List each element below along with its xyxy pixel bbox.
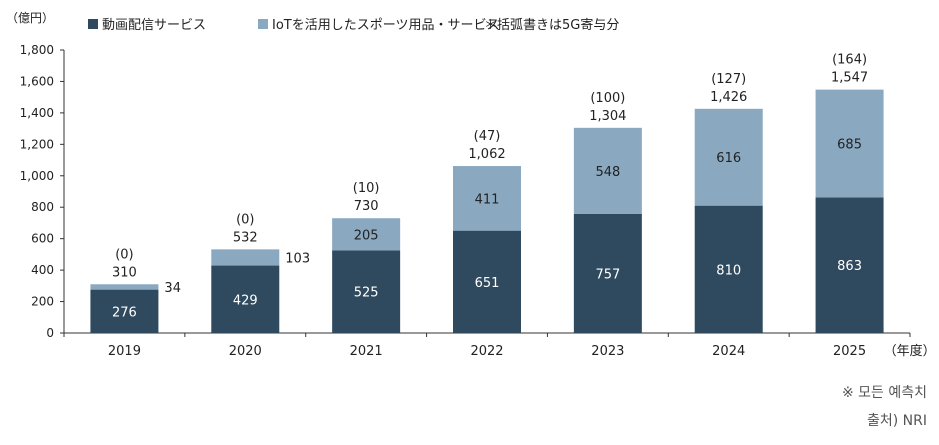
chart-labels: 276 34 310 (0) 429 103 532 (0) 525 205 730 (10) 651 4… — [112, 53, 868, 321]
source-note: 출처) NRI — [866, 413, 927, 429]
legend-label-video-streaming: 動画配信サービス — [102, 18, 206, 33]
chart-bars — [90, 89, 884, 333]
segment-label-iot-sports: 685 — [837, 137, 862, 152]
forecast-note: ※ 모든 예측치 — [841, 385, 927, 401]
bar-total-label: 310 — [112, 265, 137, 280]
segment-label-video-streaming: 863 — [837, 259, 862, 274]
bar-total-label: 730 — [354, 199, 379, 214]
x-unit-label: （年度） — [884, 343, 936, 359]
segment-label-video-streaming: 757 — [595, 267, 620, 282]
bar-segment-iot-sports — [90, 284, 159, 290]
legend-swatch-video-streaming — [88, 19, 98, 29]
segment-label-iot-sports: 616 — [716, 151, 741, 166]
bar-segment-video-streaming — [453, 230, 521, 333]
bar-5g-contribution-label: (164) — [832, 53, 867, 68]
bar-segment-video-streaming — [694, 205, 763, 333]
bar-segment-iot-sports — [332, 218, 401, 251]
bar-total-label: 1,547 — [831, 71, 868, 86]
bar-total-label: 1,426 — [710, 90, 747, 105]
segment-label-iot-sports: 103 — [285, 251, 310, 266]
x-tick-label: 2025 — [833, 344, 866, 359]
bar-total-label: 1,062 — [468, 147, 505, 162]
segment-label-video-streaming: 651 — [475, 276, 500, 291]
x-tick-label: 2023 — [591, 344, 624, 359]
chart-axes: 0 200 400 600 800 1,000 1,200 1,400 1,600 1,800 （億… — [6, 11, 936, 359]
bar-segment-video-streaming — [815, 197, 884, 333]
bar-5g-contribution-label: (47) — [474, 129, 501, 144]
x-tick-label: 2019 — [108, 344, 141, 359]
x-tick-label: 2021 — [350, 344, 383, 359]
segment-label-iot-sports: 411 — [475, 192, 500, 207]
legend-label-iot-sports: IoTを活用したスポーツ用品・サービス — [272, 18, 499, 33]
bar-segment-iot-sports — [211, 249, 280, 266]
y-tick-label: 1,200 — [20, 137, 54, 151]
segment-label-video-streaming: 525 — [354, 286, 379, 301]
y-tick-label: 600 — [31, 232, 54, 246]
segment-label-video-streaming: 429 — [233, 293, 258, 308]
bar-segment-iot-sports — [815, 89, 884, 198]
bar-segment-iot-sports — [453, 166, 521, 231]
bar-5g-contribution-label: (0) — [115, 247, 133, 262]
y-tick-label: 800 — [31, 200, 54, 214]
bar-total-label: 532 — [233, 230, 258, 245]
y-tick-label: 1,800 — [20, 43, 54, 57]
legend-5g-note: ＊括弧書きは5G寄与分 — [484, 17, 619, 33]
bar-total-label: 1,304 — [589, 109, 626, 124]
bar-segment-iot-sports — [573, 127, 642, 214]
x-tick-label: 2020 — [229, 344, 262, 359]
chart-legend: 動画配信サービス IoTを活用したスポーツ用品・サービス＊括弧書きは5G寄与分 — [88, 17, 619, 33]
y-tick-label: 1,600 — [20, 74, 54, 88]
segment-label-video-streaming: 810 — [716, 263, 741, 278]
y-tick-label: 400 — [31, 263, 54, 277]
bar-5g-contribution-label: (100) — [590, 91, 625, 106]
segment-label-iot-sports: 34 — [164, 281, 181, 296]
segment-label-iot-sports: 548 — [595, 165, 620, 180]
y-tick-label: 1,000 — [20, 169, 54, 183]
segment-label-video-streaming: 276 — [112, 305, 137, 320]
bar-5g-contribution-label: (10) — [353, 181, 380, 196]
bar-segment-video-streaming — [211, 265, 280, 333]
bar-segment-iot-sports — [694, 108, 763, 206]
y-tick-label: 0 — [46, 326, 54, 340]
x-tick-label: 2024 — [712, 344, 745, 359]
bar-5g-contribution-label: (0) — [236, 212, 254, 227]
bar-segment-video-streaming — [332, 250, 401, 333]
x-tick-label: 2022 — [470, 344, 503, 359]
y-tick-label: 1,400 — [20, 106, 54, 120]
y-tick-label: 200 — [31, 295, 54, 309]
y-unit-label: （億円） — [6, 11, 54, 25]
bar-segment-video-streaming — [90, 289, 159, 333]
legend-swatch-iot-sports — [258, 19, 268, 29]
segment-label-iot-sports: 205 — [354, 228, 379, 243]
bar-segment-video-streaming — [573, 213, 642, 333]
bar-5g-contribution-label: (127) — [711, 72, 746, 87]
